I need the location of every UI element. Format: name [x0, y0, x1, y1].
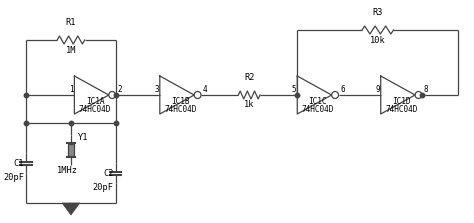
Text: 4: 4 — [203, 85, 208, 94]
Text: R3: R3 — [373, 8, 383, 17]
Text: 20pF: 20pF — [92, 183, 114, 192]
Text: 1MHz: 1MHz — [56, 166, 78, 175]
Text: 1k: 1k — [244, 100, 255, 109]
Text: 1M: 1M — [66, 46, 76, 55]
Text: 5: 5 — [292, 85, 296, 94]
Text: Y1: Y1 — [78, 133, 88, 142]
Text: 10k: 10k — [370, 36, 386, 45]
Text: C2: C2 — [103, 169, 114, 178]
Text: 74HC04D: 74HC04D — [79, 105, 111, 114]
Text: 6: 6 — [340, 85, 345, 94]
Bar — [67, 144, 74, 156]
Text: 1: 1 — [69, 85, 73, 94]
Text: R2: R2 — [244, 73, 255, 82]
Text: 9: 9 — [375, 85, 380, 94]
Text: 74HC04D: 74HC04D — [301, 105, 334, 114]
Text: IC1C: IC1C — [309, 97, 327, 106]
Text: 3: 3 — [154, 85, 159, 94]
Text: 74HC04D: 74HC04D — [385, 105, 418, 114]
Polygon shape — [62, 203, 80, 215]
Text: R1: R1 — [66, 18, 76, 27]
Text: 8: 8 — [424, 85, 428, 94]
Text: 2: 2 — [118, 85, 122, 94]
Text: IC1D: IC1D — [392, 97, 410, 106]
Text: 74HC04D: 74HC04D — [164, 105, 197, 114]
Text: C1: C1 — [14, 159, 24, 169]
Text: IC1A: IC1A — [86, 97, 104, 106]
Text: IC1B: IC1B — [171, 97, 190, 106]
Text: 20pF: 20pF — [3, 173, 24, 182]
